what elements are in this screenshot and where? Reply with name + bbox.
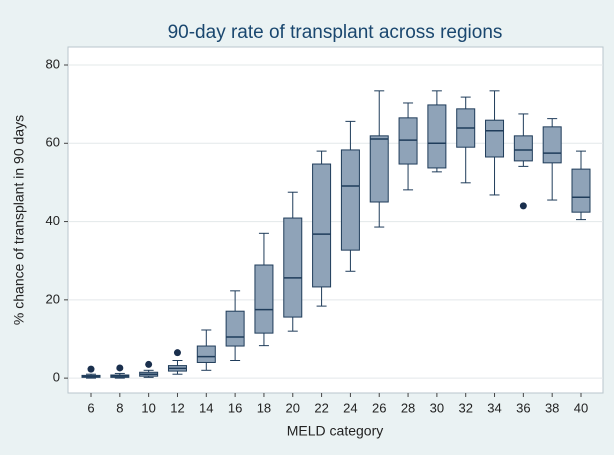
box [513,135,533,162]
x-tick-label: 32 [458,400,472,415]
x-tick-label: 38 [545,400,559,415]
box [542,126,562,164]
x-tick-label: 10 [141,400,155,415]
x-tick-label: 6 [87,400,94,415]
x-axis-title: MELD category [287,423,383,439]
y-axis-title: % chance of transplant in 90 days [11,115,27,325]
x-tick-label: 14 [199,400,213,415]
box [283,217,303,318]
x-tick-label: 36 [516,400,530,415]
x-tick-label: 40 [574,400,588,415]
y-tick-label: 0 [53,370,60,385]
outlier [173,349,181,357]
outlier [87,365,95,373]
box [254,264,274,334]
x-tick-label: 26 [372,400,386,415]
plot-area [67,46,604,394]
outlier [116,364,124,372]
x-tick-label: 18 [257,400,271,415]
x-tick-label: 24 [343,400,357,415]
x-tick-label: 8 [116,400,123,415]
y-tick-label: 80 [46,56,60,71]
x-tick-label: 16 [228,400,242,415]
box [427,104,447,169]
box [485,119,505,158]
y-tick-label: 60 [46,135,60,150]
x-tick-label: 28 [401,400,415,415]
x-tick-label: 22 [314,400,328,415]
box [340,149,360,251]
box [225,310,245,347]
box [312,163,332,288]
x-tick-label: 30 [430,400,444,415]
box [571,168,591,213]
box [196,345,216,363]
y-tick-label: 20 [46,291,60,306]
chart-title: 90-day rate of transplant across regions [168,22,503,43]
box [369,135,389,203]
x-tick-label: 34 [487,400,501,415]
box [398,117,418,165]
x-tick-label: 12 [170,400,184,415]
outlier [519,202,527,210]
x-tick-label: 20 [286,400,300,415]
y-tick-label: 40 [46,213,60,228]
outlier [145,360,153,368]
